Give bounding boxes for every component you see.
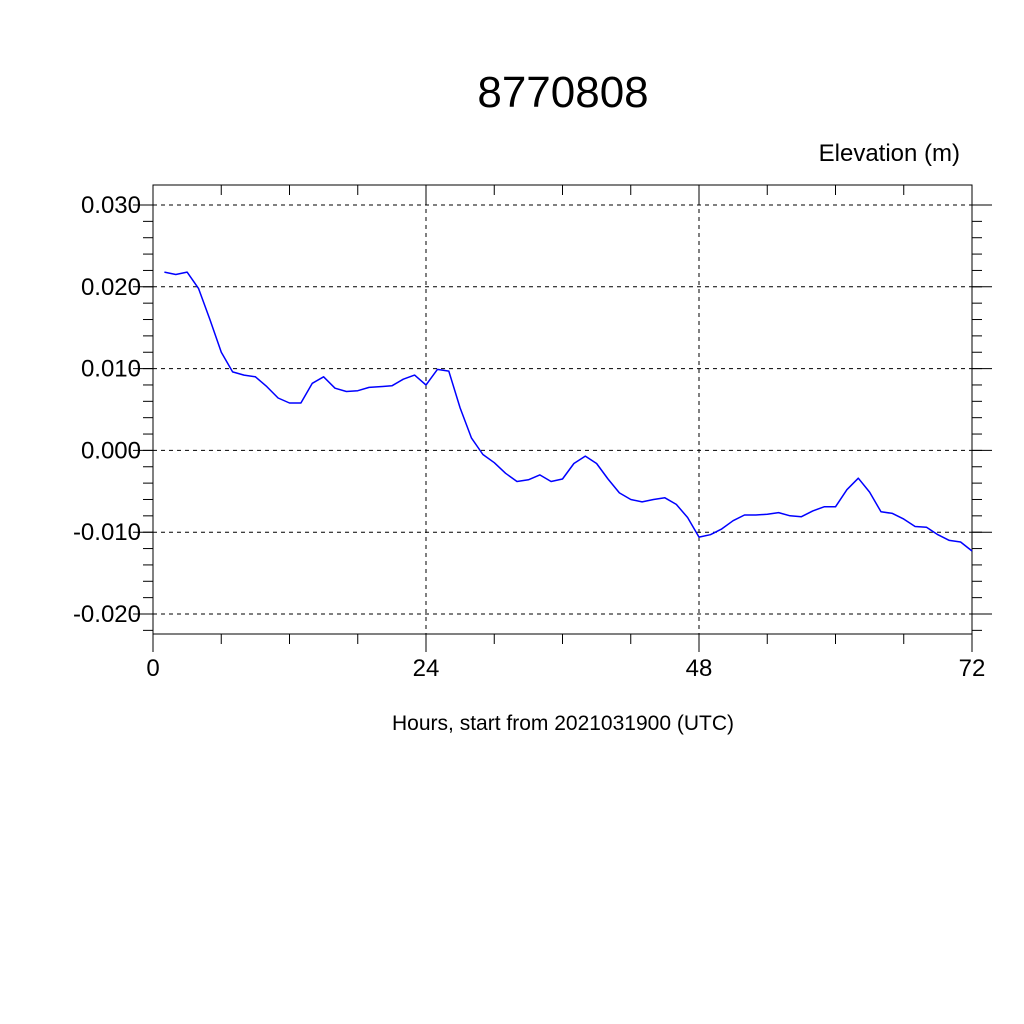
- y-tick-label: -0.020: [73, 601, 141, 628]
- grid: [152, 185, 973, 634]
- y-tick-label: -0.010: [73, 519, 141, 546]
- tick-labels: -0.020 -0.010 0.000 0.010 0.020 0.030 0 24 48 72: [73, 192, 985, 682]
- x-tick-label: 0: [146, 655, 159, 682]
- y-tick-label: 0.030: [81, 192, 141, 219]
- x-tick-label: 72: [959, 655, 986, 682]
- y-tick-label: 0.020: [81, 274, 141, 301]
- y-tick-label: 0.000: [81, 437, 141, 464]
- series-layer: [164, 271, 973, 552]
- series-line-elevation: [164, 271, 973, 552]
- y-axis-label: Elevation (m): [819, 140, 960, 167]
- x-tick-label: 24: [413, 655, 440, 682]
- x-axis-label: Hours, start from 2021031900 (UTC): [392, 712, 734, 735]
- y-tick-label: 0.010: [81, 356, 141, 383]
- plot-frame: [152, 184, 973, 635]
- axis-ticks: [133, 185, 992, 652]
- chart-title: 8770808: [477, 68, 648, 117]
- x-tick-label: 48: [686, 655, 713, 682]
